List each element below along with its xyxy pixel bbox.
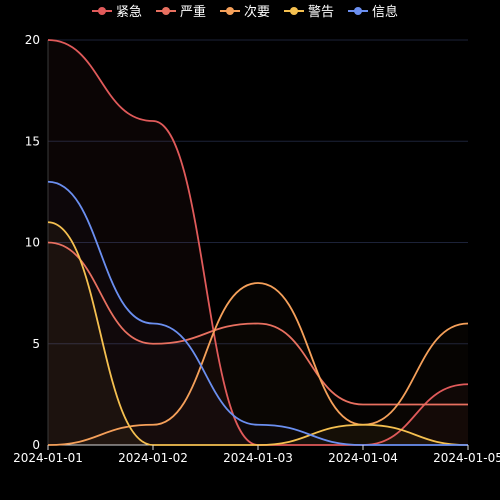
legend-marker-icon <box>226 7 234 15</box>
x-tick-label: 2024-01-02 <box>118 451 188 465</box>
y-tick-label: 10 <box>25 236 40 250</box>
legend-label: 次要 <box>244 4 270 20</box>
x-tick-label: 2024-01-03 <box>223 451 293 465</box>
legend-label: 紧急 <box>116 5 142 20</box>
y-tick-label: 0 <box>32 438 40 452</box>
x-axis-ticks: 2024-01-01 2024-01-02 2024-01-03 2024-01-04… <box>13 445 500 465</box>
x-tick-label: 2024-01-05 <box>433 451 500 465</box>
gridlines <box>48 39 468 345</box>
legend-item[interactable]: 紧急 <box>92 5 142 20</box>
y-tick-label: 20 <box>25 33 40 47</box>
legend-marker-icon <box>162 7 170 15</box>
series-line <box>47 221 469 446</box>
legend-marker-icon <box>354 7 362 15</box>
y-tick-label: 15 <box>25 134 40 148</box>
legend-item[interactable]: 次要 <box>220 4 270 20</box>
series-line <box>47 180 468 446</box>
x-tick-label: 2024-01-01 <box>13 451 83 465</box>
series-lines <box>47 39 469 446</box>
legend-item[interactable]: 严重 <box>156 4 206 20</box>
x-tick-label: 2024-01-04 <box>328 451 398 465</box>
legend[interactable]: 紧急 严重 次要 警告 信息 <box>92 4 398 20</box>
legend-item[interactable]: 信息 <box>348 4 398 20</box>
y-axis-ticks: 0 5 10 15 20 <box>25 33 40 452</box>
legend-label: 严重 <box>180 4 206 20</box>
series-line <box>47 241 468 406</box>
series-area <box>48 222 468 445</box>
legend-marker-icon <box>98 7 106 15</box>
legend-label: 信息 <box>372 4 398 20</box>
y-tick-label: 5 <box>32 337 40 351</box>
legend-label: 警告 <box>308 4 334 20</box>
series-line <box>47 39 469 446</box>
series-line <box>47 282 469 446</box>
legend-marker-icon <box>290 7 298 15</box>
legend-item[interactable]: 警告 <box>284 4 334 20</box>
